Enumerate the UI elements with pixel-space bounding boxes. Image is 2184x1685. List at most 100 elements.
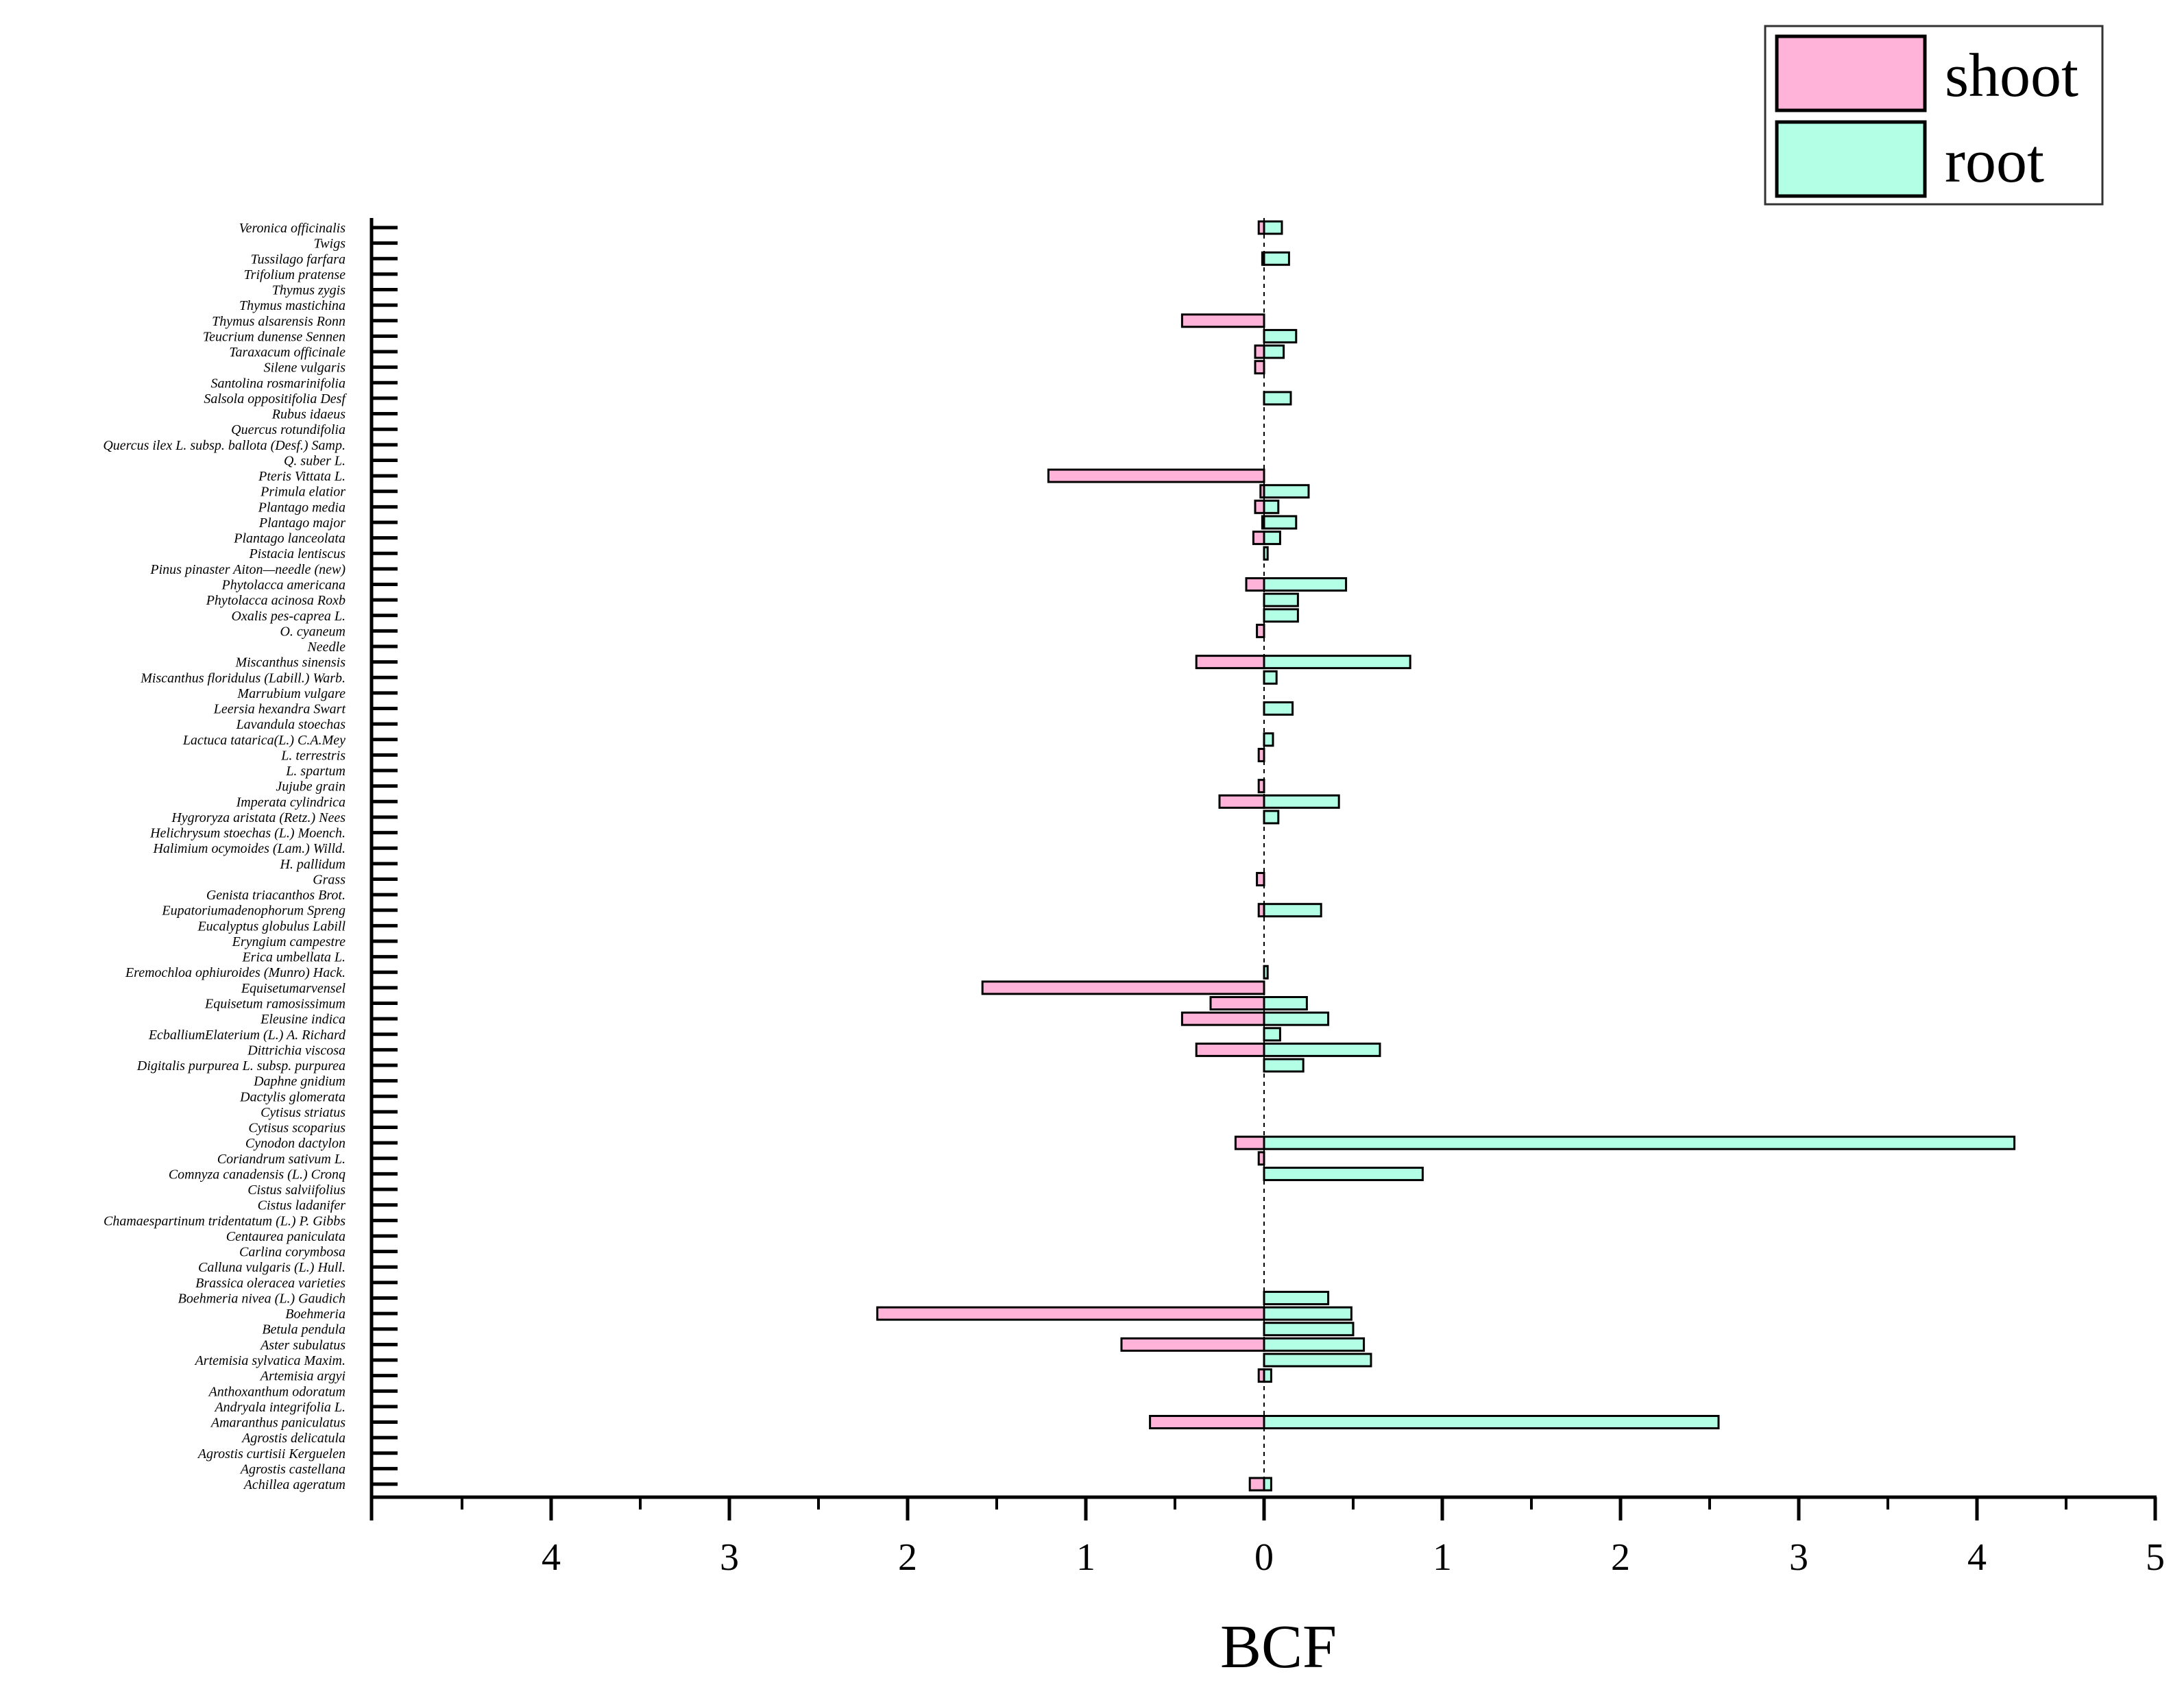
- species-label: Thymus mastichina: [239, 298, 345, 313]
- legend-shoot-swatch: [1775, 34, 1927, 112]
- species-label: Oxalis pes-caprea L.: [232, 609, 345, 624]
- legend-shoot-label: shoot: [1945, 42, 2078, 110]
- root-bar: [1263, 1027, 1281, 1042]
- species-label: Phytolacca acinosa Roxb: [206, 593, 345, 608]
- species-label: Eleusine indica: [260, 1012, 345, 1027]
- root-bar: [1263, 996, 1308, 1010]
- shoot-bar: [876, 1306, 1265, 1321]
- shoot-bar: [1252, 531, 1265, 546]
- shoot-bar: [1180, 1011, 1265, 1026]
- species-label: Eryngium campestre: [232, 934, 345, 949]
- shoot-bar: [1257, 747, 1265, 762]
- root-bar: [1263, 1368, 1272, 1383]
- x-axis: 4 3 2 1 0 1 2 3 4 5: [369, 1495, 2165, 1579]
- shoot-bars: [876, 220, 1265, 1492]
- species-label: Cistus ladanifer: [258, 1198, 346, 1213]
- x-axis-title: BCF: [1220, 1613, 1337, 1681]
- species-label: Eremochloa ophiuroides (Munro) Hack.: [125, 965, 345, 980]
- species-label: Calluna vulgaris (L.) Hull.: [198, 1260, 345, 1275]
- species-label: Daphne gnidium: [253, 1074, 345, 1089]
- root-bar: [1263, 655, 1411, 670]
- shoot-bar: [1254, 499, 1265, 514]
- root-bar: [1263, 810, 1280, 825]
- root-bar: [1263, 484, 1310, 499]
- root-bar: [1263, 1011, 1330, 1026]
- species-label: Agrostis delicatula: [241, 1431, 345, 1446]
- species-label: L. spartum: [285, 764, 345, 779]
- shoot-bar: [1120, 1337, 1265, 1352]
- species-label: Achillea ageratum: [243, 1477, 345, 1492]
- species-label: Genista triacanthos Brot.: [206, 888, 345, 903]
- root-bar: [1263, 903, 1322, 918]
- species-label: Thymus zygis: [272, 283, 345, 298]
- species-label: Helichrysum stoechas (L.) Moench.: [149, 826, 345, 841]
- shoot-bar: [1149, 1415, 1265, 1430]
- x-tick-label: 1: [1433, 1536, 1452, 1579]
- root-bar: [1263, 251, 1290, 266]
- species-label: Amaranthus paniculatus: [210, 1416, 345, 1431]
- root-bar: [1263, 1322, 1355, 1337]
- species-label: Dactylis glomerata: [239, 1089, 345, 1104]
- x-tick-label: 2: [898, 1536, 917, 1579]
- root-bar: [1263, 1166, 1424, 1181]
- shoot-bar: [1245, 577, 1265, 592]
- shoot-bar: [1195, 1042, 1265, 1057]
- species-label: Boehmeria nivea (L.) Gaudich: [178, 1291, 345, 1306]
- root-bar: [1263, 670, 1278, 685]
- species-label: Plantago media: [258, 500, 345, 515]
- root-bar: [1263, 1306, 1352, 1321]
- root-bar: [1263, 794, 1340, 809]
- root-bar: [1263, 328, 1298, 343]
- species-label: Comnyza canadensis (L.) Cronq: [169, 1167, 345, 1182]
- shoot-bar: [1234, 1135, 1265, 1150]
- shoot-bar: [1047, 468, 1265, 483]
- shoot-bar: [1254, 360, 1265, 375]
- x-tick-label: 3: [1789, 1536, 1808, 1579]
- root-bar: [1263, 1477, 1272, 1492]
- species-label: Cytisus striatus: [260, 1105, 345, 1120]
- species-label: Miscanthus sinensis: [234, 655, 345, 670]
- root-bar: [1263, 965, 1269, 980]
- legend: shoot root: [1764, 25, 2104, 206]
- shoot-bar: [1248, 1477, 1265, 1492]
- species-label: Carlina corymbosa: [239, 1245, 345, 1260]
- root-bar: [1263, 391, 1292, 406]
- species-label: Plantago major: [258, 516, 345, 531]
- legend-root-swatch: [1775, 120, 1927, 198]
- species-label: O. cyaneum: [280, 624, 345, 639]
- species-label: Eucalyptus globulus Labill: [197, 919, 345, 934]
- species-label: Needle: [306, 640, 345, 655]
- species-label: EcballiumElaterium (L.) A. Richard: [148, 1028, 346, 1043]
- species-label: Jujube grain: [276, 779, 345, 795]
- x-tick-label: 1: [1076, 1536, 1095, 1579]
- species-label: Silene vulgaris: [264, 361, 346, 376]
- species-label: Aster subulatus: [259, 1337, 345, 1353]
- species-label: Artemisia argyi: [259, 1369, 345, 1384]
- species-label: Salsola oppositifolia Desf: [204, 391, 347, 407]
- species-label: Primula elatior: [260, 485, 345, 500]
- root-bar: [1263, 1135, 2016, 1150]
- root-bar: [1263, 1058, 1305, 1073]
- species-label: Anthoxanthum odoratum: [208, 1384, 345, 1399]
- species-label: Lactuca tatarica(L.) C.A.Mey: [182, 733, 345, 748]
- shoot-bar: [1257, 779, 1265, 794]
- x-tick-label: 5: [2146, 1536, 2165, 1579]
- species-label: Teucrium dunense Sennen: [203, 329, 345, 344]
- shoot-bar: [1218, 794, 1265, 809]
- species-label: Thymus alsarensis Ronn: [212, 314, 345, 329]
- species-label: Agrostis castellana: [239, 1462, 345, 1477]
- x-tick-label: 4: [1967, 1536, 1987, 1579]
- species-label: Betula pendula: [262, 1322, 345, 1337]
- species-label: Erica umbellata L.: [241, 950, 345, 965]
- species-label: Dittrichia viscosa: [247, 1043, 345, 1058]
- species-label: Digitalis purpurea L. subsp. purpurea: [136, 1058, 345, 1074]
- species-label: Quercus rotundifolia: [231, 422, 345, 437]
- species-label: Marrubium vulgare: [236, 686, 345, 701]
- species-label: Imperata cylindrica: [236, 795, 345, 810]
- root-bar: [1263, 531, 1281, 546]
- shoot-bar: [1209, 996, 1265, 1010]
- species-label: Quercus ilex L. subsp. ballota (Desf.) S…: [103, 438, 345, 453]
- species-label: Boehmeria: [285, 1307, 345, 1322]
